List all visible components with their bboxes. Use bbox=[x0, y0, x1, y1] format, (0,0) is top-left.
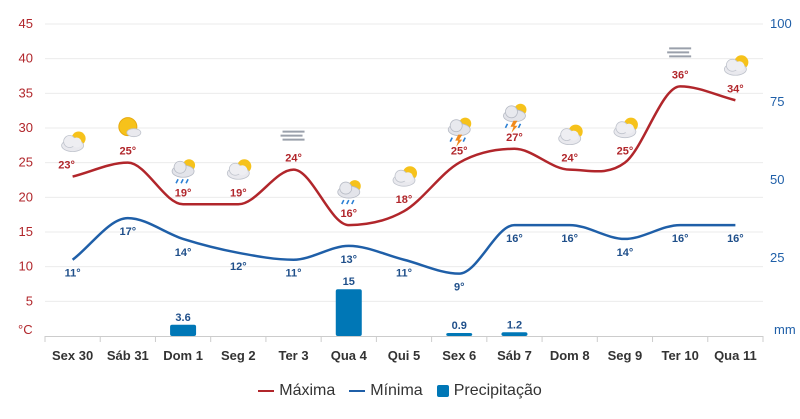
min-temp-label: 17° bbox=[120, 226, 137, 238]
weather-chart: 3.6 15 0.9 1.2 23° 25° 19° 19° 24° 16° 18° 25° 27° 24… bbox=[18, 16, 796, 363]
sunny-cloudy-icon bbox=[118, 117, 142, 138]
min-temp-label: 16° bbox=[727, 233, 744, 245]
y-left-tick: 40 bbox=[19, 51, 33, 66]
fog-icon bbox=[666, 47, 693, 58]
weather-icons bbox=[61, 47, 749, 205]
partly-cloudy-icon bbox=[613, 117, 639, 139]
precipitation-bar bbox=[170, 324, 197, 336]
max-temp-label: 19° bbox=[230, 187, 247, 199]
precipitation-label: 0.9 bbox=[452, 320, 467, 332]
max-temp-label: 25° bbox=[617, 146, 634, 158]
legend-label-precip: Precipitação bbox=[453, 382, 542, 399]
legend-label-min: Mínima bbox=[370, 382, 423, 399]
y-left-tick: 5 bbox=[26, 293, 33, 308]
precipitation-label: 1.2 bbox=[507, 319, 522, 331]
legend-item-min[interactable]: Mínima bbox=[349, 382, 423, 400]
x-category-label: Seg 2 bbox=[221, 348, 256, 363]
y-left-tick: 25 bbox=[19, 155, 33, 170]
legend: Máxima Mínima Precipitação bbox=[0, 382, 800, 400]
min-temp-label: 11° bbox=[286, 268, 302, 280]
min-temp-label: 13° bbox=[340, 254, 357, 266]
thunderstorm-icon bbox=[447, 116, 473, 148]
legend-item-max[interactable]: Máxima bbox=[258, 382, 335, 400]
max-temp-label: 36° bbox=[672, 69, 689, 81]
max-temp-label: 25° bbox=[451, 146, 468, 158]
x-category-label: Qui 5 bbox=[388, 348, 421, 363]
precipitation-bars bbox=[170, 289, 528, 336]
x-category-label: Dom 8 bbox=[550, 348, 590, 363]
x-category-label: Sex 30 bbox=[52, 348, 93, 363]
min-temp-label: 16° bbox=[672, 233, 689, 245]
legend-label-max: Máxima bbox=[279, 382, 336, 399]
legend-item-precip[interactable]: Precipitação bbox=[436, 382, 542, 400]
precipitation-bar bbox=[501, 332, 528, 336]
legend-swatch-precip bbox=[436, 385, 449, 397]
precipitation-bar bbox=[446, 333, 473, 336]
min-temp-label: 16° bbox=[506, 233, 523, 245]
y-right-tick: 100 bbox=[770, 16, 792, 31]
y-left-tick: 30 bbox=[19, 120, 33, 135]
y-right-unit: mm bbox=[774, 322, 796, 337]
min-temp-label: 12° bbox=[230, 261, 247, 273]
min-temp-label: 14° bbox=[175, 247, 192, 259]
partly-cloudy-icon bbox=[61, 131, 87, 153]
y-right-tick: 75 bbox=[770, 94, 784, 109]
max-temp-label: 24° bbox=[561, 153, 578, 165]
min-temp-label: 11° bbox=[65, 268, 81, 280]
min-temp-label: 11° bbox=[396, 268, 412, 280]
precipitation-bar bbox=[335, 289, 362, 336]
max-temp-label: 25° bbox=[120, 146, 137, 158]
x-category-label: Sex 6 bbox=[442, 348, 476, 363]
x-category-label: Ter 3 bbox=[278, 348, 308, 363]
min-temp-label: 14° bbox=[617, 247, 634, 259]
series-lines bbox=[71, 85, 736, 275]
x-category-label: Qua 4 bbox=[331, 348, 368, 363]
max-temp-label: 34° bbox=[727, 83, 744, 95]
y-right-tick: 50 bbox=[770, 172, 784, 187]
rain-cloud-icon bbox=[171, 158, 196, 185]
y-left-tick: 35 bbox=[19, 85, 33, 100]
y-left-tick: 10 bbox=[19, 259, 33, 274]
min-temp-label: 16° bbox=[561, 233, 578, 245]
y-right-tick: 25 bbox=[770, 250, 784, 265]
y-left-tick: 15 bbox=[19, 224, 33, 239]
x-category-label: Qua 11 bbox=[714, 348, 757, 363]
fog-icon bbox=[279, 130, 306, 141]
y-left-unit: °C bbox=[18, 322, 33, 337]
legend-swatch-min bbox=[349, 390, 366, 392]
rain-cloud-icon bbox=[336, 179, 362, 205]
max-temp-label: 23° bbox=[58, 160, 75, 172]
max-temp-line bbox=[72, 85, 736, 227]
min-temp-label: 9° bbox=[454, 282, 465, 294]
legend-swatch-max bbox=[258, 390, 275, 392]
x-category-label: Sáb 31 bbox=[107, 348, 149, 363]
x-category-label: Dom 1 bbox=[163, 348, 203, 363]
axes: 5 10 15 20 25 30 35 40 45 25 50 75 100 °C mm Sex 30 Sáb … bbox=[18, 16, 796, 363]
precipitation-label: 15 bbox=[343, 276, 355, 288]
data-labels: 3.6 15 0.9 1.2 23° 25° 19° 19° 24° 16° 18° 25° 27° 24… bbox=[58, 69, 743, 332]
x-category-label: Ter 10 bbox=[661, 348, 698, 363]
partly-cloudy-icon bbox=[392, 165, 418, 187]
max-temp-label: 27° bbox=[506, 132, 523, 144]
min-temp-line bbox=[71, 216, 736, 275]
x-category-label: Seg 9 bbox=[608, 348, 643, 363]
max-temp-label: 16° bbox=[340, 208, 357, 220]
x-category-label: Sáb 7 bbox=[497, 348, 532, 363]
y-left-tick: 20 bbox=[19, 189, 33, 204]
max-temp-label: 24° bbox=[285, 153, 302, 165]
max-temp-label: 19° bbox=[175, 187, 192, 199]
y-left-tick: 45 bbox=[19, 16, 33, 31]
precipitation-label: 3.6 bbox=[175, 312, 190, 324]
max-temp-label: 18° bbox=[396, 194, 413, 206]
